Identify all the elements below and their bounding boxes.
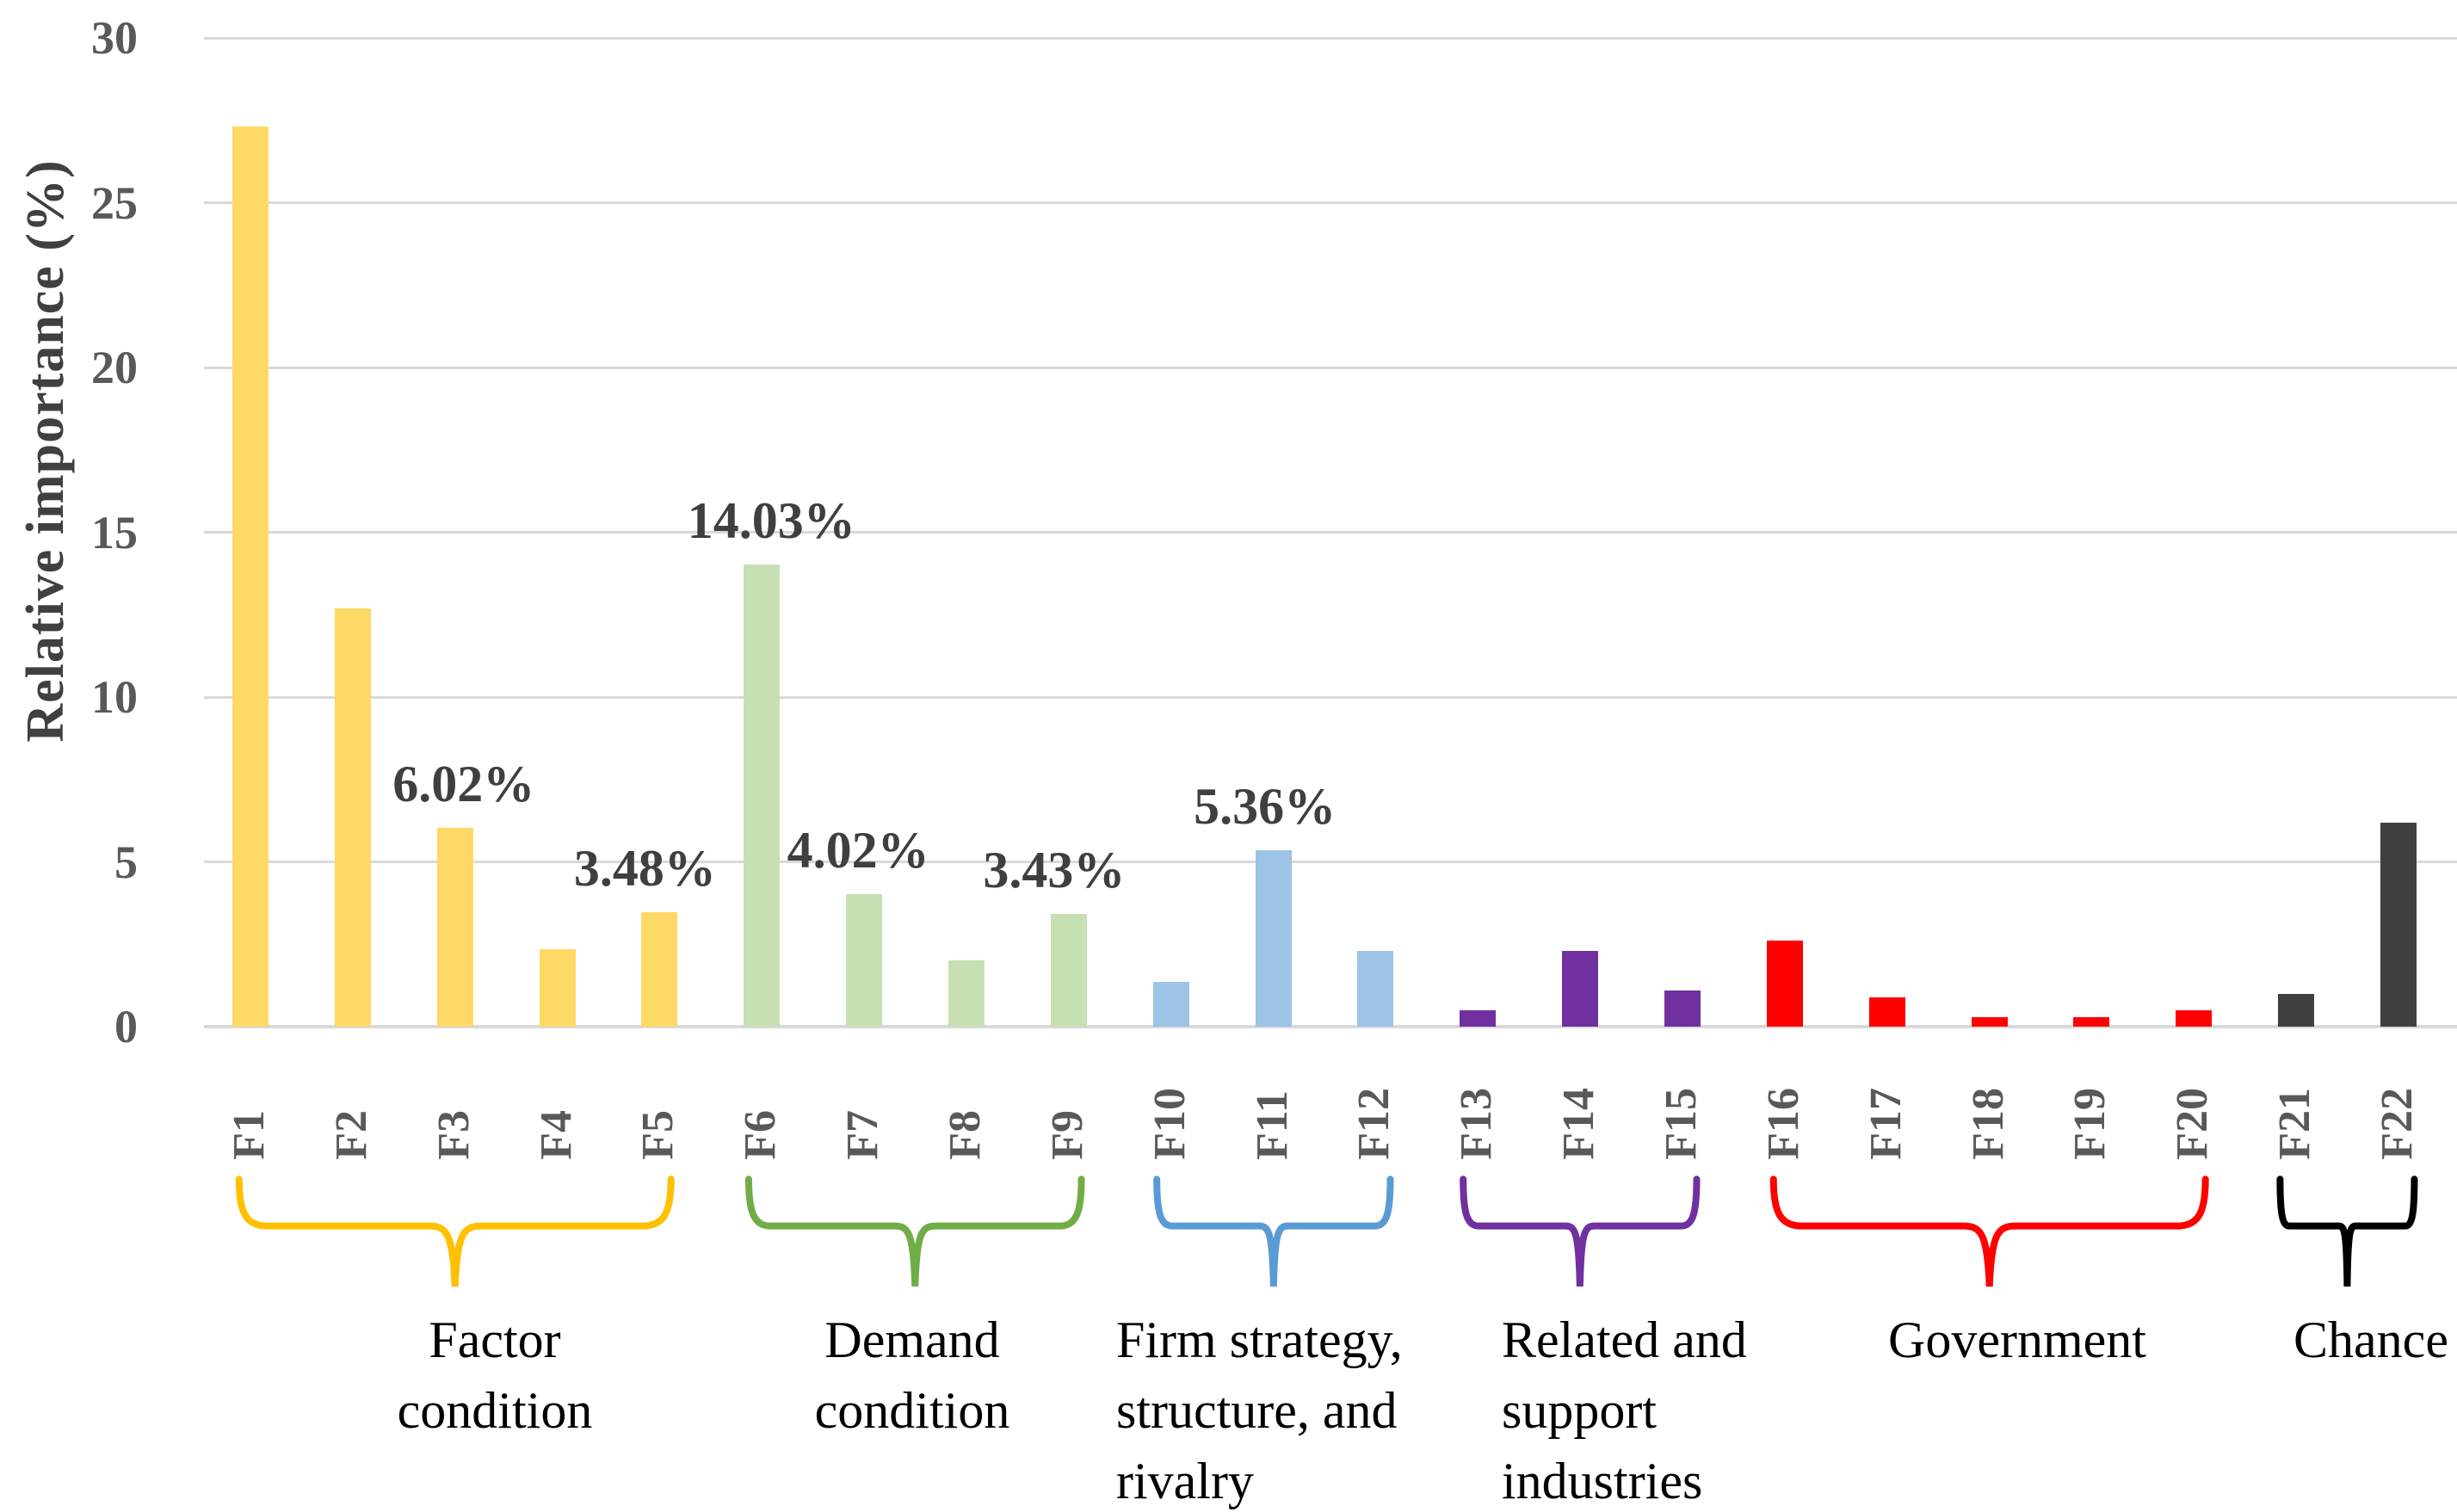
bar-F17	[1868, 997, 1905, 1027]
x-tick-label-F17: F17	[1861, 1088, 1911, 1160]
bar-F14	[1562, 950, 1599, 1027]
x-tick-label-F10: F10	[1145, 1088, 1195, 1160]
group-label-line: structure, and	[1116, 1382, 1398, 1439]
y-tick-label-20: 20	[91, 342, 138, 393]
x-tick-label-F13: F13	[1452, 1088, 1502, 1160]
y-tick-label-10: 10	[91, 671, 138, 723]
group-brace-F6-F9	[744, 1177, 1087, 1294]
group-label-line: Factor	[429, 1311, 561, 1368]
group-label-F13-F15: Related and support industries	[1502, 1305, 1747, 1512]
x-tick-label-F4: F4	[531, 1110, 581, 1160]
x-tick-label-F12: F12	[1349, 1088, 1399, 1160]
group-label-line: Government	[1888, 1311, 2146, 1368]
bar-F16	[1766, 941, 1803, 1027]
gridline-15	[204, 531, 2457, 534]
bar-F21	[2278, 993, 2315, 1027]
x-tick-label-F6: F6	[736, 1110, 786, 1160]
group-label-line: Demand	[824, 1311, 1000, 1368]
bar-F20	[2176, 1009, 2213, 1027]
value-label-F7: 4.02%	[787, 822, 929, 879]
group-brace-F16-F20	[1767, 1177, 2212, 1294]
bar-F19	[2073, 1016, 2110, 1027]
bar-F13	[1460, 1009, 1497, 1027]
bar-F6	[744, 564, 781, 1027]
x-tick-label-F7: F7	[838, 1110, 888, 1160]
group-label-line: condition	[397, 1382, 593, 1439]
x-tick-label-F1: F1	[225, 1110, 274, 1160]
bar-F22	[2380, 822, 2417, 1027]
x-tick-label-F3: F3	[429, 1110, 478, 1160]
group-brace-F1-F5	[232, 1177, 677, 1294]
x-tick-label-F16: F16	[1758, 1088, 1808, 1160]
x-tick-label-F8: F8	[940, 1110, 990, 1160]
gridline-10	[204, 695, 2457, 699]
group-label-F1-F5: Factor condition	[108, 1305, 882, 1446]
value-label-F9: 3.43%	[983, 841, 1126, 898]
x-tick-label-F19: F19	[2065, 1088, 2115, 1160]
bar-F11	[1255, 849, 1292, 1027]
bar-F5	[641, 911, 678, 1027]
x-tick-label-F9: F9	[1042, 1110, 1092, 1160]
value-label-F5: 3.48%	[573, 839, 716, 897]
value-label-F6: 14.03%	[687, 491, 855, 549]
bar-F18	[1971, 1016, 2008, 1027]
y-tick-label-15: 15	[91, 506, 138, 559]
group-brace-F13-F15	[1460, 1177, 1701, 1294]
x-tick-label-F18: F18	[1963, 1088, 2013, 1160]
gridline-5	[204, 861, 2457, 863]
group-label-F6-F9: Demand condition	[525, 1305, 1299, 1446]
x-tick-label-F5: F5	[633, 1110, 683, 1160]
group-label-line: rivalry	[1116, 1453, 1254, 1509]
y-tick-label-0: 0	[114, 1001, 138, 1052]
gridline-0	[204, 1025, 2457, 1028]
gridline-20	[204, 366, 2457, 369]
y-axis-title: Relative importance (%)	[16, 159, 75, 743]
group-label-line: Related and	[1502, 1311, 1747, 1368]
bar-F10	[1152, 982, 1189, 1027]
group-label-line: support	[1502, 1382, 1657, 1439]
bar-F7	[846, 894, 883, 1027]
group-label-line: Chance	[2293, 1311, 2448, 1368]
value-label-F11: 5.36%	[1194, 777, 1337, 835]
x-tick-label-F14: F14	[1554, 1088, 1604, 1160]
bar-F2	[334, 608, 371, 1027]
x-tick-label-F20: F20	[2168, 1088, 2218, 1160]
x-tick-label-F2: F2	[326, 1110, 376, 1160]
bar-F1	[232, 127, 269, 1027]
y-tick-label-5: 5	[114, 836, 138, 888]
x-tick-label-F21: F21	[2270, 1088, 2320, 1160]
group-label-line: condition	[814, 1382, 1010, 1439]
bar-F3	[436, 828, 473, 1027]
group-label-line: Firm strategy,	[1116, 1311, 1403, 1368]
gridline-25	[204, 201, 2457, 204]
group-label-F21-F22: Chance	[1984, 1305, 2457, 1375]
group-label-F10-F12: Firm strategy, structure, and rivalry	[1116, 1305, 1403, 1512]
bar-F4	[539, 948, 576, 1027]
bar-F9	[1050, 913, 1087, 1027]
value-label-F3: 6.02%	[392, 756, 535, 813]
x-tick-label-F15: F15	[1656, 1088, 1706, 1160]
group-brace-F21-F22	[2278, 1177, 2417, 1294]
y-tick-label-30: 30	[91, 12, 138, 64]
y-tick-label-25: 25	[91, 176, 138, 229]
x-tick-label-F22: F22	[2372, 1088, 2422, 1160]
bar-F8	[948, 960, 985, 1027]
bar-F15	[1664, 990, 1701, 1027]
x-tick-label-F11: F11	[1247, 1090, 1297, 1160]
group-label-F16-F20: Government	[1630, 1305, 2405, 1375]
group-brace-F10-F12	[1153, 1177, 1394, 1294]
group-label-line: industries	[1502, 1453, 1703, 1509]
gridline-30	[204, 36, 2457, 40]
bar-F12	[1357, 950, 1394, 1027]
